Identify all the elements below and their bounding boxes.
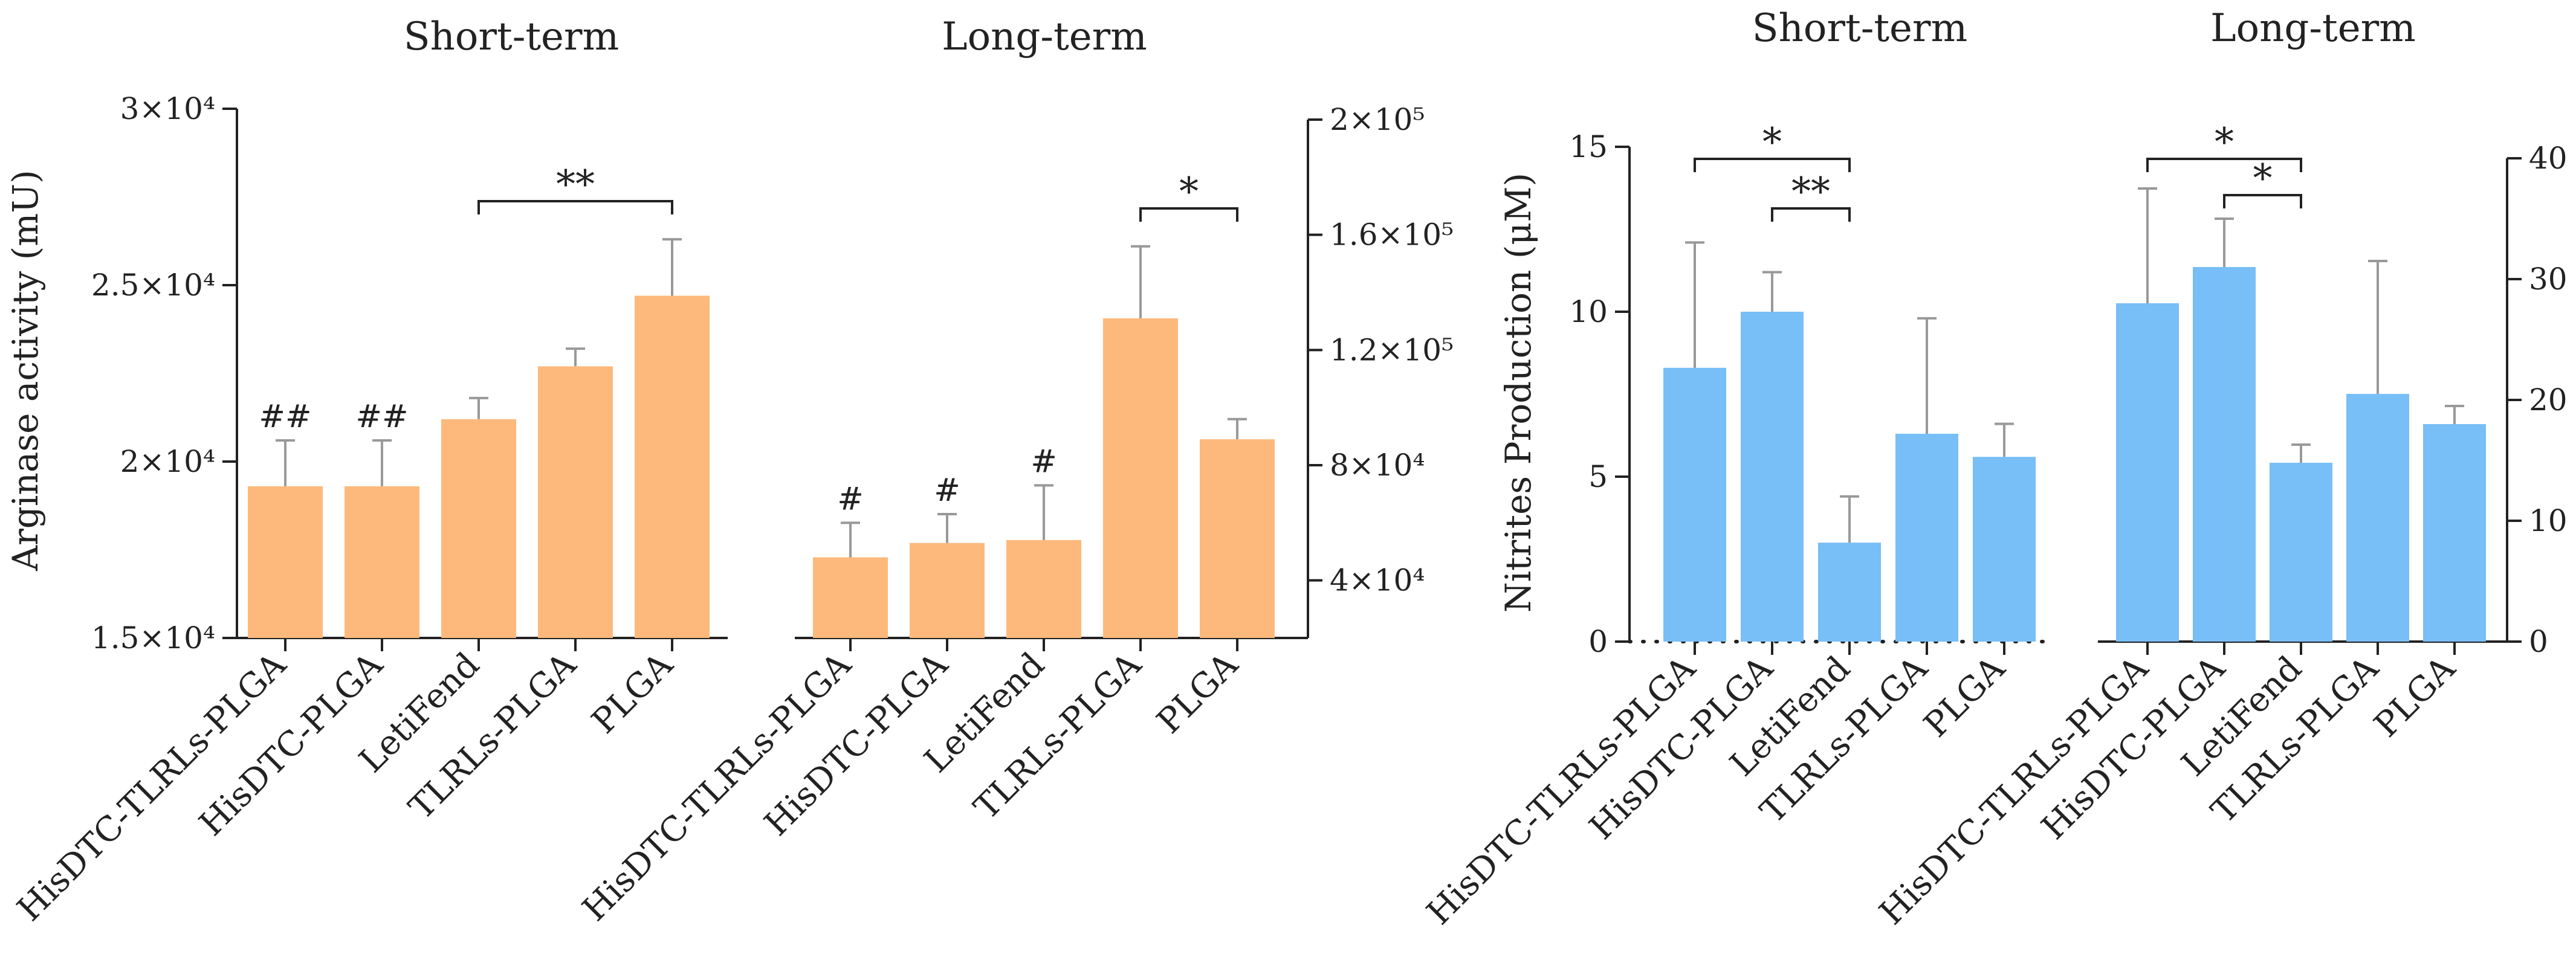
y-tick-label: 1.5×10⁴	[91, 620, 215, 655]
significance-bracket-label: *	[2253, 156, 2273, 201]
bar	[1663, 367, 1726, 642]
bar	[2270, 463, 2332, 642]
significance-bracket-label: *	[1762, 120, 1782, 165]
significance-mark: ##	[259, 399, 311, 435]
significance-bracket-label: *	[2215, 120, 2234, 165]
bar	[910, 543, 985, 638]
bar	[345, 486, 419, 638]
y-tick-label: 10	[1569, 294, 1608, 329]
nitrites-y-axis-title: Nitrites Production (μM)	[1498, 173, 1539, 613]
significance-bracket-label: **	[556, 163, 595, 207]
significance-mark: ##	[355, 399, 408, 435]
y-tick-label: 20	[2529, 382, 2568, 417]
significance-bracket	[1694, 158, 1851, 172]
y-tick-label: 4×10⁴	[1330, 563, 1425, 598]
significance-bracket-label: *	[1179, 170, 1199, 214]
y-tick-label: 1.2×10⁵	[1330, 332, 1454, 367]
y-tick-label: 30	[2529, 262, 2568, 297]
significance-bracket	[477, 200, 673, 214]
y-tick-label: 0	[1588, 624, 1608, 659]
panel-b-title-long-term: Long-term	[2210, 6, 2416, 51]
y-tick-label: 1.6×10⁵	[1330, 217, 1454, 253]
bar	[1006, 539, 1081, 638]
bar	[1200, 439, 1275, 638]
bar	[248, 486, 323, 638]
significance-mark: #	[837, 481, 864, 517]
bar	[441, 419, 516, 638]
y-tick-label: 2.5×10⁴	[91, 268, 215, 303]
y-tick-label: 2×10⁴	[120, 444, 215, 479]
y-tick-label: 5	[1588, 459, 1608, 494]
panel-a-title-short-term: Short-term	[404, 14, 619, 59]
y-tick-label: 2×10⁵	[1330, 102, 1425, 137]
significance-bracket	[1771, 207, 1851, 222]
significance-bracket	[1139, 207, 1238, 222]
significance-bracket-label: **	[1791, 170, 1830, 214]
significance-mark: #	[934, 472, 960, 509]
y-tick-label: 8×10⁴	[1330, 448, 1425, 483]
bar	[1818, 543, 1881, 642]
bar	[2423, 424, 2486, 642]
significance-mark: #	[1031, 443, 1057, 480]
bar	[1741, 312, 1804, 642]
bar	[1973, 457, 2036, 642]
bar	[813, 557, 888, 638]
y-tick-label: 10	[2529, 503, 2568, 538]
y-tick-label: 3×10⁴	[120, 91, 215, 126]
significance-bracket	[2223, 194, 2302, 208]
bar	[1103, 318, 1178, 638]
bar	[2193, 267, 2256, 642]
bar	[2346, 394, 2409, 642]
bar	[635, 295, 710, 638]
y-tick-label: 40	[2529, 141, 2568, 176]
panel-a-title-long-term: Long-term	[942, 14, 1147, 59]
significance-bracket	[2146, 158, 2302, 172]
bar	[2116, 303, 2179, 642]
y-tick-label: 15	[1569, 129, 1608, 164]
arginase-y-axis-title: Arginase activity (mU)	[5, 170, 46, 572]
y-tick-label: 0	[2529, 624, 2548, 659]
panel-b-title-short-term: Short-term	[1752, 6, 1967, 51]
bar	[538, 366, 613, 638]
bar	[1895, 434, 1958, 642]
